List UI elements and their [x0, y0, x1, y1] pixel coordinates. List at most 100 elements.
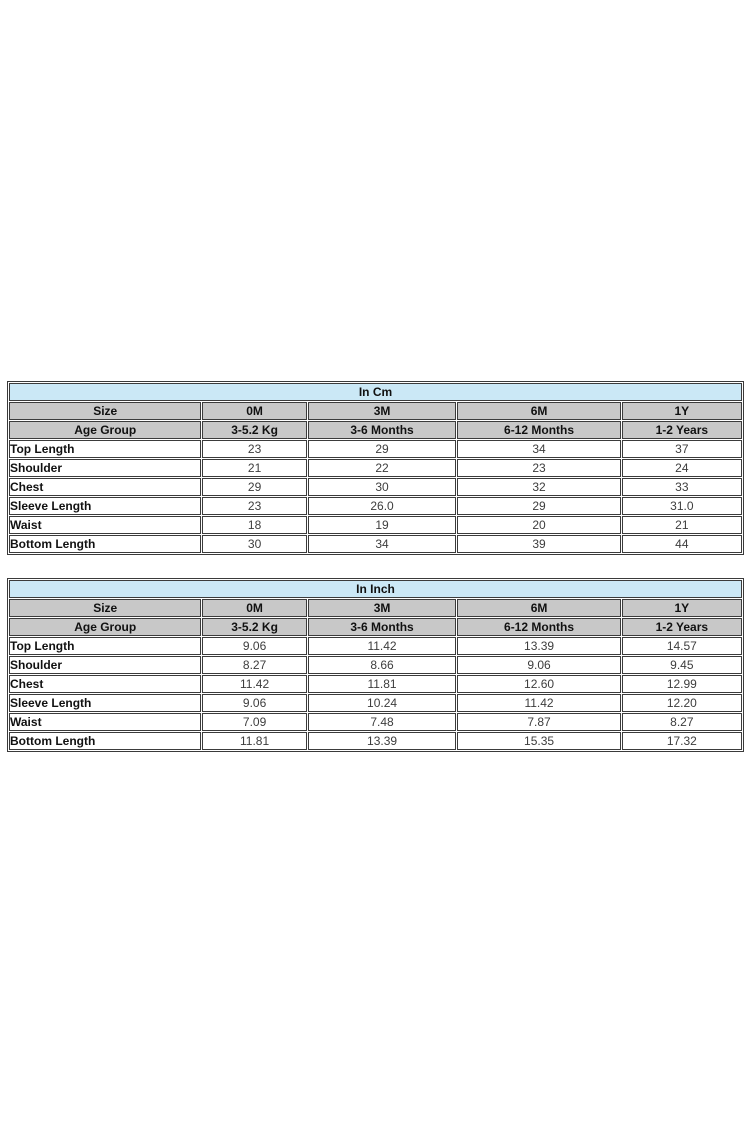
- age-group-header-row: Age Group 3-5.2 Kg 3-6 Months 6-12 Month…: [9, 618, 742, 636]
- size-value: 30: [307, 478, 457, 496]
- row-label: Top Length: [9, 440, 202, 458]
- size-value: 19: [307, 516, 457, 534]
- size-value: 8.27: [202, 656, 307, 674]
- size-value: 12.60: [457, 675, 621, 693]
- table-row: Shoulder 8.27 8.66 9.06 9.45: [9, 656, 742, 674]
- row-label: Shoulder: [9, 459, 202, 477]
- size-header-row: Size 0M 3M 6M 1Y: [9, 599, 742, 617]
- size-value: 33: [621, 478, 742, 496]
- column-header: 3-6 Months: [307, 421, 457, 439]
- column-header: 1-2 Years: [621, 618, 742, 636]
- column-header: 3-5.2 Kg: [202, 618, 307, 636]
- column-header: 1Y: [621, 402, 742, 420]
- size-header-row: Size 0M 3M 6M 1Y: [9, 402, 742, 420]
- size-value: 11.42: [307, 637, 457, 655]
- size-value: 17.32: [621, 732, 742, 750]
- size-value: 7.09: [202, 713, 307, 731]
- size-value: 34: [307, 535, 457, 553]
- table-row: Bottom Length 11.81 13.39 15.35 17.32: [9, 732, 742, 750]
- size-value: 9.06: [202, 637, 307, 655]
- column-header: 3-5.2 Kg: [202, 421, 307, 439]
- size-value: 23: [202, 497, 307, 515]
- size-value: 8.27: [621, 713, 742, 731]
- size-value: 44: [621, 535, 742, 553]
- size-value: 22: [307, 459, 457, 477]
- table-row: Top Length 23 29 34 37: [9, 440, 742, 458]
- size-value: 32: [457, 478, 621, 496]
- table-row: Shoulder 21 22 23 24: [9, 459, 742, 477]
- size-value: 12.99: [621, 675, 742, 693]
- size-value: 9.45: [621, 656, 742, 674]
- row-label: Chest: [9, 478, 202, 496]
- table-title-row: In Inch: [9, 580, 742, 598]
- column-header: 0M: [202, 402, 307, 420]
- size-value: 7.48: [307, 713, 457, 731]
- size-value: 20: [457, 516, 621, 534]
- size-value: 11.81: [202, 732, 307, 750]
- size-value: 9.06: [457, 656, 621, 674]
- row-label: Waist: [9, 516, 202, 534]
- size-value: 29: [307, 440, 457, 458]
- size-value: 15.35: [457, 732, 621, 750]
- table-row: Sleeve Length 9.06 10.24 11.42 12.20: [9, 694, 742, 712]
- table-row: Waist 7.09 7.48 7.87 8.27: [9, 713, 742, 731]
- column-header: 1Y: [621, 599, 742, 617]
- row-label: Sleeve Length: [9, 694, 202, 712]
- size-table-cm: In Cm Size 0M 3M 6M 1Y Age Group 3-5.2 K…: [7, 381, 744, 555]
- size-value: 37: [621, 440, 742, 458]
- table-row: Bottom Length 30 34 39 44: [9, 535, 742, 553]
- size-value: 13.39: [457, 637, 621, 655]
- size-value: 11.81: [307, 675, 457, 693]
- age-group-header-row: Age Group 3-5.2 Kg 3-6 Months 6-12 Month…: [9, 421, 742, 439]
- row-label: Sleeve Length: [9, 497, 202, 515]
- table-title-row: In Cm: [9, 383, 742, 401]
- size-value: 29: [202, 478, 307, 496]
- row-label: Bottom Length: [9, 732, 202, 750]
- size-table-inch: In Inch Size 0M 3M 6M 1Y Age Group 3-5.2…: [7, 578, 744, 752]
- column-header: Size: [9, 599, 202, 617]
- size-value: 30: [202, 535, 307, 553]
- table-row: Sleeve Length 23 26.0 29 31.0: [9, 497, 742, 515]
- row-label: Bottom Length: [9, 535, 202, 553]
- size-value: 12.20: [621, 694, 742, 712]
- column-header: Age Group: [9, 421, 202, 439]
- table-title: In Cm: [9, 383, 742, 401]
- size-value: 26.0: [307, 497, 457, 515]
- column-header: 6M: [457, 402, 621, 420]
- column-header: 3-6 Months: [307, 618, 457, 636]
- size-value: 23: [457, 459, 621, 477]
- column-header: 1-2 Years: [621, 421, 742, 439]
- size-value: 34: [457, 440, 621, 458]
- size-value: 24: [621, 459, 742, 477]
- table-row: Top Length 9.06 11.42 13.39 14.57: [9, 637, 742, 655]
- column-header: 0M: [202, 599, 307, 617]
- table-row: Waist 18 19 20 21: [9, 516, 742, 534]
- size-value: 29: [457, 497, 621, 515]
- size-value: 21: [621, 516, 742, 534]
- row-label: Top Length: [9, 637, 202, 655]
- column-header: 6-12 Months: [457, 421, 621, 439]
- size-value: 9.06: [202, 694, 307, 712]
- size-value: 11.42: [457, 694, 621, 712]
- row-label: Shoulder: [9, 656, 202, 674]
- size-value: 11.42: [202, 675, 307, 693]
- table-row: Chest 29 30 32 33: [9, 478, 742, 496]
- column-header: 3M: [307, 402, 457, 420]
- size-value: 10.24: [307, 694, 457, 712]
- size-value: 7.87: [457, 713, 621, 731]
- size-value: 39: [457, 535, 621, 553]
- column-header: 3M: [307, 599, 457, 617]
- table-row: Chest 11.42 11.81 12.60 12.99: [9, 675, 742, 693]
- column-header: Age Group: [9, 618, 202, 636]
- size-value: 13.39: [307, 732, 457, 750]
- size-value: 31.0: [621, 497, 742, 515]
- row-label: Chest: [9, 675, 202, 693]
- column-header: 6M: [457, 599, 621, 617]
- size-value: 18: [202, 516, 307, 534]
- table-title: In Inch: [9, 580, 742, 598]
- column-header: Size: [9, 402, 202, 420]
- row-label: Waist: [9, 713, 202, 731]
- size-value: 21: [202, 459, 307, 477]
- size-value: 14.57: [621, 637, 742, 655]
